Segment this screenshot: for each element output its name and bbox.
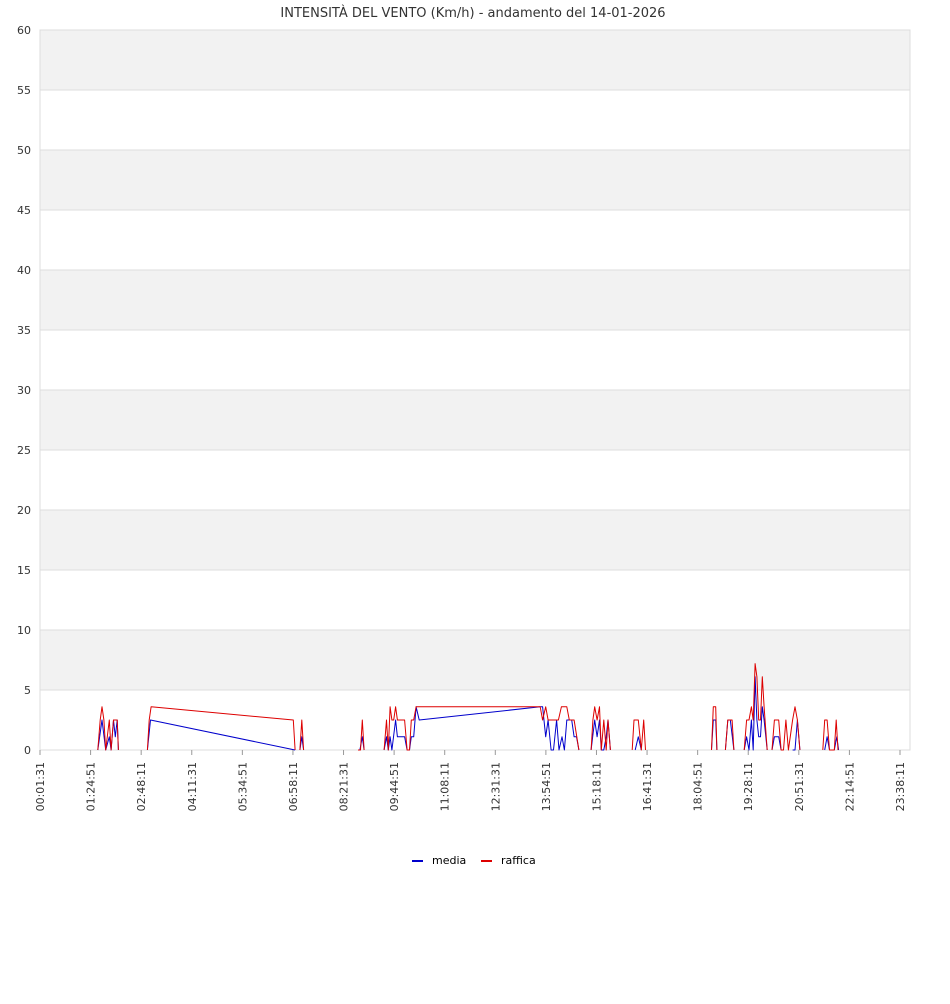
legend-label-raffica: raffica: [501, 854, 536, 867]
background-band: [40, 90, 910, 150]
x-tick-label: 01:24:51: [85, 762, 98, 811]
x-tick-label: 02:48:11: [135, 762, 148, 811]
y-tick-label: 40: [17, 264, 31, 277]
background-band: [40, 30, 910, 90]
x-tick-label: 13:54:51: [540, 762, 553, 811]
x-tick-label: 06:58:11: [287, 762, 300, 811]
x-tick-label: 22:14:51: [843, 762, 856, 811]
x-tick-label: 18:04:51: [692, 762, 705, 811]
gridlines: [39, 29, 911, 751]
x-tick-label: 12:31:31: [489, 762, 502, 811]
x-tick-label: 15:18:11: [590, 762, 603, 811]
background-band: [40, 570, 910, 630]
background-band: [40, 450, 910, 510]
y-tick-label: 35: [17, 324, 31, 337]
x-tick-label: 09:44:51: [388, 762, 401, 811]
background-band: [40, 510, 910, 570]
background-band: [40, 630, 910, 690]
background-band: [40, 270, 910, 330]
legend: media raffica: [412, 854, 536, 867]
y-tick-label: 10: [17, 624, 31, 637]
series-line-raffica: [97, 663, 839, 751]
series-layer: [97, 663, 840, 751]
y-tick-label: 0: [24, 744, 31, 757]
chart-title: INTENSITÀ DEL VENTO (Km/h) - andamento d…: [280, 5, 665, 21]
x-tick-label: 16:41:31: [641, 762, 654, 811]
legend-label-media: media: [432, 854, 466, 867]
y-tick-label: 20: [17, 504, 31, 517]
background-band: [40, 390, 910, 450]
x-tick-label: 08:21:31: [338, 762, 351, 811]
background-band: [40, 330, 910, 390]
background-bands: [40, 30, 910, 750]
y-tick-label: 50: [17, 144, 31, 157]
y-tick-label: 30: [17, 384, 31, 397]
x-tick-label: 11:08:11: [439, 762, 452, 811]
x-tick-label: 23:38:11: [894, 762, 907, 811]
x-tick-label: 20:51:31: [793, 762, 806, 811]
x-tick-label: 19:28:11: [742, 762, 755, 811]
x-axis: 00:01:31 01:24:51 02:48:11 04:11:31 05:34:51…: [34, 750, 907, 811]
y-tick-label: 55: [17, 84, 31, 97]
background-band: [40, 150, 910, 210]
y-tick-label: 60: [17, 24, 31, 37]
x-tick-label: 00:01:31: [34, 762, 47, 811]
y-tick-label: 25: [17, 444, 31, 457]
plot-border: [39, 29, 911, 751]
y-tick-label: 45: [17, 204, 31, 217]
x-tick-label: 04:11:31: [186, 762, 199, 811]
x-tick-label: 05:34:51: [236, 762, 249, 811]
y-axis: 0 5 10 15 20 25 30 35 40 45 50 55 60: [17, 24, 31, 757]
y-tick-label: 5: [24, 684, 31, 697]
background-band: [40, 210, 910, 270]
y-tick-label: 15: [17, 564, 31, 577]
